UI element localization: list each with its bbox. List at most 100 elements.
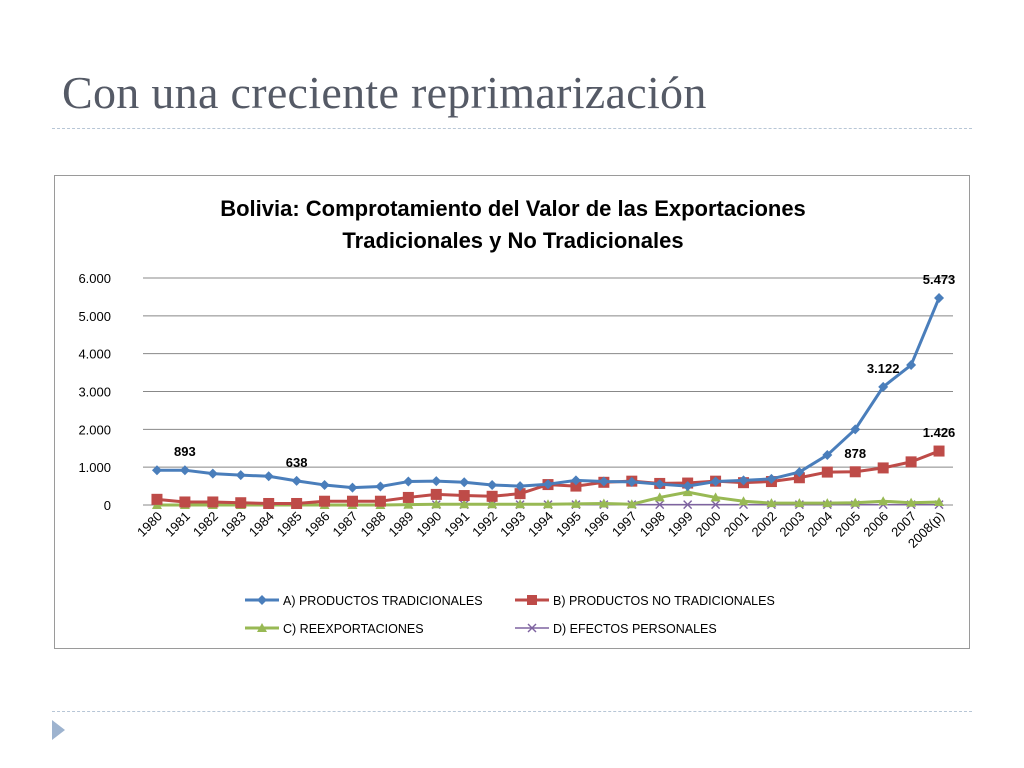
marker-square bbox=[151, 493, 163, 505]
marker-square bbox=[235, 497, 247, 509]
y-tick-label: 6.000 bbox=[78, 271, 111, 286]
triangle-right-icon[interactable] bbox=[52, 720, 65, 740]
x-tick-label: 2006 bbox=[860, 509, 891, 540]
marker-square bbox=[430, 488, 442, 500]
marker-diamond bbox=[179, 465, 190, 476]
marker-triangle bbox=[598, 498, 609, 508]
marker-diamond bbox=[766, 473, 777, 484]
marker-triangle bbox=[934, 496, 945, 506]
marker-triangle bbox=[822, 498, 833, 508]
marker-diamond bbox=[738, 475, 749, 486]
marker-square bbox=[849, 466, 861, 478]
marker-diamond bbox=[257, 595, 267, 605]
marker-triangle bbox=[570, 498, 581, 508]
marker-square bbox=[877, 462, 889, 474]
marker-triangle bbox=[515, 499, 526, 509]
data-label: 1.426 bbox=[923, 425, 956, 440]
x-tick-label: 1995 bbox=[553, 509, 584, 540]
x-tick-label: 1987 bbox=[330, 509, 361, 540]
marker-square bbox=[207, 496, 219, 508]
marker-diamond bbox=[878, 381, 889, 392]
marker-x-stroke bbox=[683, 500, 693, 510]
marker-square bbox=[458, 490, 470, 502]
marker-diamond bbox=[207, 468, 218, 479]
y-tick-label: 3.000 bbox=[78, 385, 111, 400]
marker-x-stroke bbox=[711, 500, 721, 510]
marker-diamond bbox=[319, 479, 330, 490]
marker-x bbox=[527, 623, 537, 633]
marker-triangle bbox=[738, 496, 749, 506]
legend-label: A) PRODUCTOS TRADICIONALES bbox=[283, 594, 483, 608]
marker-diamond bbox=[431, 476, 442, 487]
y-tick-label: 1.000 bbox=[78, 460, 111, 475]
x-tick-label: 2005 bbox=[832, 509, 863, 540]
marker-triangle bbox=[431, 499, 442, 509]
marker-square bbox=[514, 488, 526, 500]
x-tick-label: 2004 bbox=[804, 509, 835, 540]
marker-triangle bbox=[543, 499, 553, 509]
y-tick-label: 0 bbox=[104, 498, 111, 513]
marker-triangle bbox=[487, 499, 498, 509]
legend-item: A) PRODUCTOS TRADICIONALES bbox=[245, 594, 483, 608]
marker-square bbox=[179, 496, 191, 508]
marker-diamond bbox=[626, 476, 637, 487]
marker-diamond bbox=[682, 481, 693, 492]
chart-title-line: Tradicionales y No Tradicionales bbox=[342, 228, 683, 253]
slide-title: Con una creciente reprimarización bbox=[62, 67, 707, 118]
marker-diamond bbox=[710, 476, 721, 487]
x-tick-label: 1988 bbox=[357, 509, 388, 540]
marker-diamond bbox=[487, 479, 498, 490]
y-tick-label: 4.000 bbox=[78, 347, 111, 362]
x-tick-label: 1981 bbox=[162, 509, 193, 540]
marker-square bbox=[905, 456, 917, 468]
x-tick-label: 1993 bbox=[497, 509, 528, 540]
marker-square bbox=[570, 480, 582, 492]
marker-triangle bbox=[654, 492, 665, 502]
x-tick-label: 2003 bbox=[776, 509, 807, 540]
marker-x bbox=[683, 500, 693, 510]
x-tick-label: 2001 bbox=[721, 509, 752, 540]
marker-square bbox=[933, 445, 945, 457]
data-label: 638 bbox=[286, 455, 308, 470]
chart-container: Bolivia: Comprotamiento del Valor de las… bbox=[54, 175, 970, 649]
marker-square bbox=[486, 490, 498, 502]
data-label: 5.473 bbox=[923, 272, 956, 287]
marker-square bbox=[319, 495, 331, 507]
x-tick-label: 1996 bbox=[581, 509, 612, 540]
x-tick-label: 2000 bbox=[693, 509, 724, 540]
legend-label: B) PRODUCTOS NO TRADICIONALES bbox=[553, 594, 775, 608]
marker-diamond bbox=[235, 470, 246, 481]
marker-triangle bbox=[626, 499, 637, 509]
marker-diamond bbox=[543, 479, 553, 490]
marker-diamond bbox=[151, 465, 162, 476]
x-tick-label: 1985 bbox=[274, 509, 305, 540]
marker-diamond bbox=[403, 476, 414, 487]
marker-diamond bbox=[906, 360, 917, 371]
x-tick-label: 1980 bbox=[134, 509, 165, 540]
marker-diamond bbox=[654, 479, 665, 490]
data-label: 893 bbox=[174, 444, 196, 459]
x-tick-label: 1982 bbox=[190, 509, 221, 540]
marker-square bbox=[263, 497, 275, 509]
marker-triangle bbox=[459, 499, 470, 509]
marker-triangle bbox=[766, 498, 777, 508]
x-tick-label: 1990 bbox=[413, 509, 444, 540]
marker-x-stroke bbox=[527, 623, 537, 633]
marker-diamond bbox=[934, 292, 945, 303]
y-tick-label: 2.000 bbox=[78, 422, 111, 437]
legend-item: B) PRODUCTOS NO TRADICIONALES bbox=[515, 594, 775, 608]
marker-diamond bbox=[515, 481, 526, 492]
marker-diamond bbox=[263, 471, 274, 482]
x-tick-label: 1991 bbox=[441, 509, 472, 540]
title-divider bbox=[52, 128, 972, 129]
x-tick-label: 1992 bbox=[469, 509, 500, 540]
marker-diamond bbox=[291, 475, 302, 486]
chart-title-line: Bolivia: Comprotamiento del Valor de las… bbox=[220, 196, 806, 221]
x-tick-label: 1998 bbox=[637, 509, 668, 540]
legend-label: D) EFECTOS PERSONALES bbox=[553, 622, 717, 636]
marker-triangle bbox=[682, 487, 693, 497]
marker-square bbox=[527, 595, 537, 605]
x-tick-label: 1986 bbox=[302, 509, 333, 540]
x-tick-label: 2002 bbox=[749, 509, 780, 540]
marker-triangle bbox=[794, 498, 805, 508]
